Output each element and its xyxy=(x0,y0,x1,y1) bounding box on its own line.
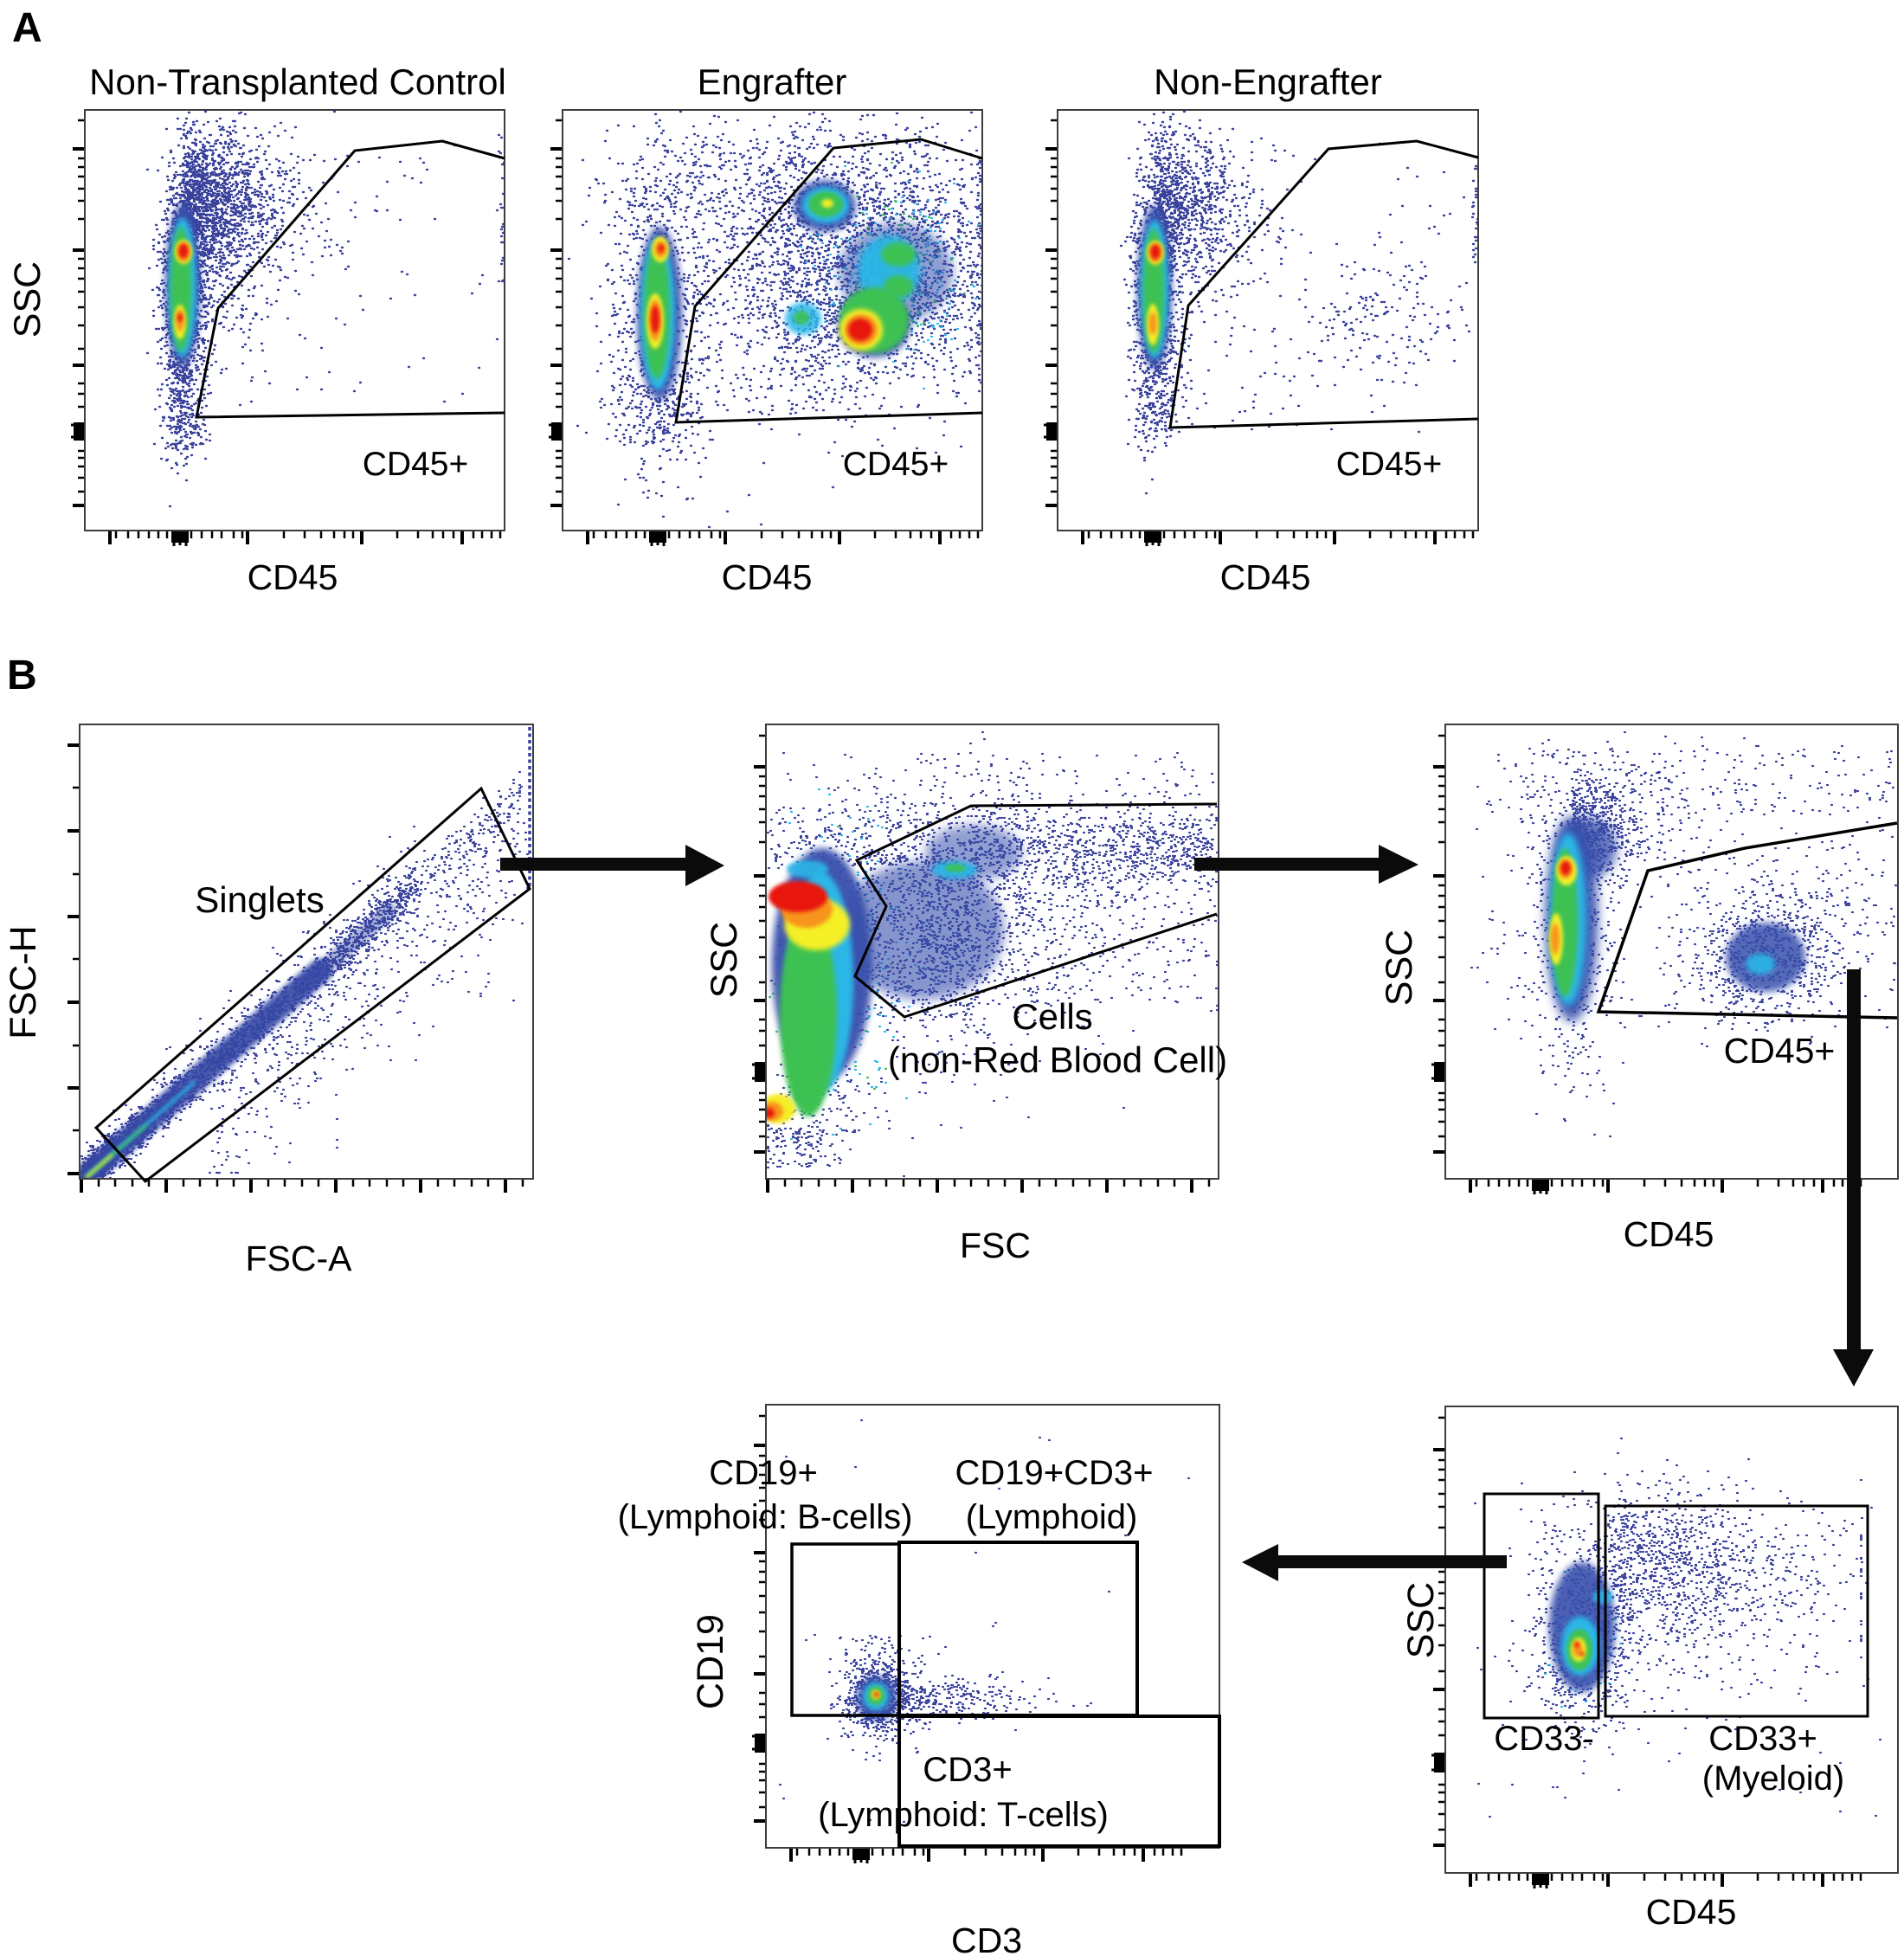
svg-text:CD45+: CD45+ xyxy=(843,446,949,483)
svg-text:SSC: SSC xyxy=(1400,1582,1442,1658)
svg-text:Singlets: Singlets xyxy=(195,879,324,920)
svg-text:Cells: Cells xyxy=(1012,996,1092,1037)
svg-text:Non-Engrafter: Non-Engrafter xyxy=(1154,61,1382,102)
svg-text:CD19+CD3+: CD19+CD3+ xyxy=(955,1454,1153,1492)
svg-text:Non-Transplanted Control: Non-Transplanted Control xyxy=(89,61,506,102)
svg-text:(Myeloid): (Myeloid) xyxy=(1702,1760,1844,1798)
svg-text:B: B xyxy=(7,653,37,698)
svg-text:CD19+: CD19+ xyxy=(709,1454,818,1492)
svg-text:FSC-H: FSC-H xyxy=(3,925,44,1039)
svg-text:CD45: CD45 xyxy=(722,557,813,597)
svg-text:CD45: CD45 xyxy=(1646,1892,1737,1932)
svg-text:CD19: CD19 xyxy=(690,1614,731,1709)
svg-text:CD33-: CD33- xyxy=(1494,1720,1594,1758)
svg-text:FSC: FSC xyxy=(960,1226,1031,1265)
svg-text:A: A xyxy=(12,5,42,51)
svg-text:CD45: CD45 xyxy=(248,557,338,597)
svg-text:SSC: SSC xyxy=(1379,930,1420,1006)
svg-text:CD45: CD45 xyxy=(1220,557,1311,597)
svg-text:CD3: CD3 xyxy=(951,1921,1022,1956)
svg-text:Engrafter: Engrafter xyxy=(698,61,847,102)
svg-text:(Lymphoid: T-cells): (Lymphoid: T-cells) xyxy=(818,1796,1109,1834)
svg-text:(non-Red Blood Cell): (non-Red Blood Cell) xyxy=(888,1039,1227,1080)
svg-text:(Lymphoid): (Lymphoid) xyxy=(966,1498,1138,1536)
svg-text:FSC-A: FSC-A xyxy=(246,1239,353,1278)
svg-text:CD45: CD45 xyxy=(1624,1214,1714,1254)
svg-text:SSC: SSC xyxy=(704,922,745,998)
svg-text:CD3+: CD3+ xyxy=(923,1751,1012,1789)
svg-text:CD33+: CD33+ xyxy=(1708,1720,1817,1758)
svg-text:CD45+: CD45+ xyxy=(1724,1031,1836,1071)
svg-text:CD45+: CD45+ xyxy=(1336,446,1442,483)
svg-text:SSC: SSC xyxy=(7,261,48,338)
svg-text:(Lymphoid: B-cells): (Lymphoid: B-cells) xyxy=(618,1498,913,1536)
svg-text:CD45+: CD45+ xyxy=(363,446,468,483)
